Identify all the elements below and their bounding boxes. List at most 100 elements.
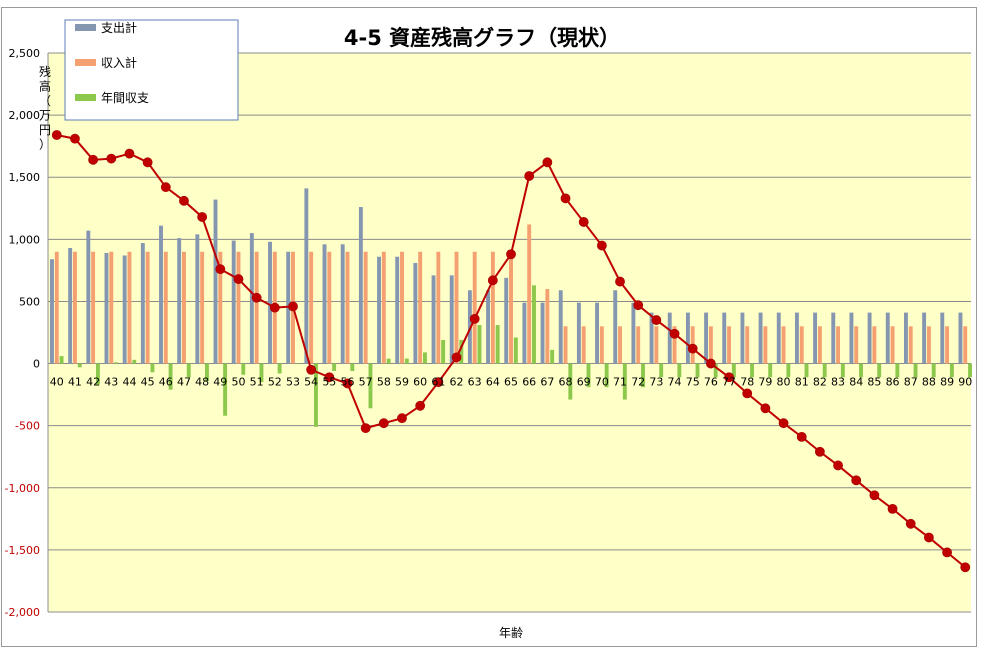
bar-annual-balance xyxy=(223,363,228,416)
balance-point xyxy=(651,315,662,325)
y-tick-label: 2,000 xyxy=(9,109,41,122)
bar-annual-balance xyxy=(404,358,409,364)
balance-point xyxy=(179,195,189,206)
y-axis-label: 残高（万円） xyxy=(39,65,51,152)
bar-income xyxy=(327,251,332,364)
bar-expense xyxy=(631,302,636,364)
y-tick-label: 500 xyxy=(19,295,40,308)
legend-swatch xyxy=(75,59,96,66)
bar-income xyxy=(218,251,223,364)
balance-point xyxy=(596,240,607,251)
bar-expense xyxy=(486,290,490,364)
balance-point xyxy=(469,313,480,324)
balance-point xyxy=(51,130,62,140)
bar-expense xyxy=(704,312,709,364)
bar-annual-balance xyxy=(641,363,645,388)
bar-annual-balance xyxy=(931,363,936,378)
bar-expense xyxy=(159,225,163,364)
bar-expense xyxy=(304,188,309,364)
balance-point xyxy=(88,154,99,165)
bar-expense xyxy=(377,256,381,364)
balance-point xyxy=(451,352,462,363)
bar-expense xyxy=(722,312,727,364)
bar-income xyxy=(599,326,604,364)
bar-income xyxy=(817,326,822,364)
bar-expense xyxy=(576,302,581,364)
bar-income xyxy=(509,251,513,364)
x-tick-label: 79 xyxy=(758,376,772,389)
bar-annual-balance xyxy=(659,363,664,378)
bar-expense xyxy=(758,312,763,364)
bar-annual-balance xyxy=(59,356,64,364)
bar-annual-balance xyxy=(550,349,555,364)
bar-income xyxy=(945,326,950,364)
bar-expense xyxy=(195,234,200,364)
bar-income xyxy=(890,326,895,364)
balance-point xyxy=(269,302,280,313)
bar-income xyxy=(436,251,441,364)
balance-point xyxy=(142,157,153,168)
bar-expense xyxy=(413,262,418,364)
bar-annual-balance xyxy=(332,363,337,372)
bar-income xyxy=(236,251,241,364)
bar-annual-balance xyxy=(386,358,391,364)
bar-income xyxy=(200,251,205,364)
bar-income xyxy=(182,251,186,364)
line-series-group xyxy=(51,130,971,573)
bar-income xyxy=(672,326,677,364)
legend-swatch xyxy=(75,94,96,101)
y-tick-label: -500 xyxy=(15,420,40,433)
bar-income xyxy=(145,251,150,364)
bar-annual-balance xyxy=(495,325,500,364)
x-tick-label: 75 xyxy=(686,376,700,389)
x-tick-label: 89 xyxy=(940,376,954,389)
bar-annual-balance xyxy=(368,363,373,409)
bar-income xyxy=(381,251,386,364)
bar-annual-balance xyxy=(168,363,173,390)
bar-annual-balance xyxy=(786,363,791,378)
x-tick-label: 64 xyxy=(486,376,500,389)
balance-point xyxy=(851,475,862,486)
balance-point xyxy=(633,300,644,311)
balance-point xyxy=(233,274,244,284)
chart-outer-border xyxy=(1,7,977,647)
bar-annual-balance xyxy=(114,362,119,364)
bar-annual-balance xyxy=(568,363,573,400)
balance-point xyxy=(324,372,335,383)
bar-expense xyxy=(813,312,818,364)
balance-point xyxy=(833,460,843,471)
balance-point xyxy=(342,378,353,389)
y-axis-label-char: 円 xyxy=(39,123,51,137)
x-tick-label: 46 xyxy=(159,376,173,389)
x-tick-label: 55 xyxy=(322,376,336,389)
bar-annual-balance xyxy=(768,363,773,378)
bar-expense xyxy=(231,240,236,364)
bar-income xyxy=(254,251,259,364)
bar-annual-balance xyxy=(441,339,446,364)
bar-annual-balance xyxy=(459,339,464,364)
bar-expense xyxy=(50,259,54,364)
bar-expense xyxy=(613,290,618,364)
y-tick-label: 0 xyxy=(33,358,40,371)
bar-annual-balance xyxy=(695,363,700,378)
bar-income xyxy=(73,251,77,364)
bar-expense xyxy=(867,312,872,364)
bar-expense xyxy=(958,312,963,364)
bar-income xyxy=(91,251,96,364)
bar-income xyxy=(872,326,877,364)
balance-point xyxy=(560,193,571,204)
y-tick-label: 1,500 xyxy=(9,171,41,184)
bar-expense xyxy=(940,312,945,364)
x-tick-label: 82 xyxy=(813,376,827,389)
bar-expense xyxy=(213,199,218,364)
bar-income xyxy=(745,326,750,364)
bar-annual-balance xyxy=(77,363,82,368)
bar-expense xyxy=(504,277,509,364)
balance-point xyxy=(487,275,498,286)
balance-point xyxy=(251,292,262,303)
bar-expense xyxy=(595,302,600,364)
x-tick-label: 61 xyxy=(431,376,445,389)
x-tick-label: 42 xyxy=(86,376,100,389)
balance-point xyxy=(415,400,426,411)
bar-annual-balance xyxy=(822,363,827,378)
